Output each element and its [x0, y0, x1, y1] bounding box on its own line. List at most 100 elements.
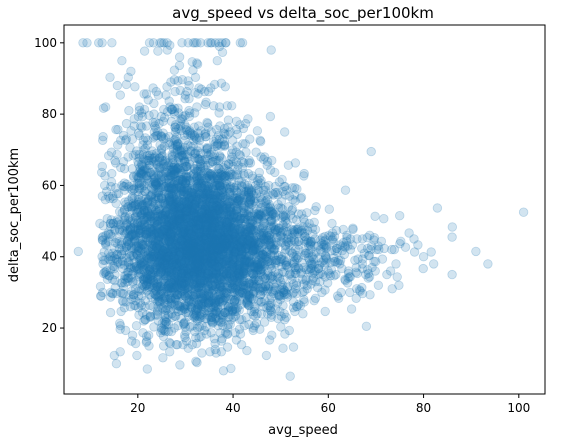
scatter-point: [169, 224, 179, 235]
scatter-point: [379, 213, 389, 224]
scatter-point: [189, 135, 199, 146]
scatter-point: [113, 124, 123, 135]
scatter-point: [163, 196, 174, 206]
scatter-point: [153, 248, 163, 258]
scatter-point: [235, 235, 246, 245]
scatter-point: [163, 284, 173, 294]
scatter-point: [218, 241, 228, 251]
scatter-point: [222, 232, 233, 243]
scatter-point: [187, 205, 198, 216]
scatter-point: [242, 294, 253, 305]
scatter-point: [106, 177, 117, 187]
scatter-point: [239, 263, 250, 274]
scatter-point: [206, 297, 216, 307]
scatter-point: [105, 307, 116, 318]
scatter-point: [140, 208, 151, 218]
scatter-point: [220, 82, 231, 92]
scatter-point: [395, 238, 405, 249]
scatter-point: [138, 145, 149, 155]
scatter-point: [132, 249, 142, 260]
scatter-point: [223, 219, 233, 230]
scatter-point: [236, 237, 247, 248]
scatter-point: [166, 255, 177, 265]
scatter-point: [131, 261, 141, 271]
scatter-point: [177, 114, 188, 124]
scatter-point: [120, 325, 131, 336]
scatter-point: [157, 155, 168, 166]
scatter-point: [195, 216, 206, 226]
scatter-point: [139, 46, 150, 56]
scatter-point: [268, 190, 279, 200]
scatter-point: [418, 263, 428, 274]
scatter-point: [177, 267, 187, 277]
scatter-point: [348, 224, 358, 235]
scatter-point: [200, 129, 210, 140]
scatter-point: [234, 261, 245, 271]
scatter-point: [171, 243, 182, 254]
scatter-point: [233, 196, 243, 206]
scatter-point: [320, 306, 330, 317]
scatter-point: [194, 282, 204, 293]
scatter-point: [280, 216, 291, 226]
scatter-point: [190, 243, 201, 254]
scatter-point: [214, 108, 224, 118]
scatter-point: [201, 249, 211, 260]
scatter-point: [174, 302, 185, 312]
scatter-point: [224, 263, 235, 274]
scatter-point: [291, 280, 302, 291]
scatter-point: [165, 197, 176, 207]
scatter-point: [260, 202, 271, 212]
scatter-point: [210, 180, 220, 191]
scatter-point: [143, 269, 154, 280]
scatter-point: [210, 238, 221, 249]
scatter-point: [217, 179, 227, 189]
scatter-point: [232, 193, 242, 204]
scatter-point: [237, 277, 248, 287]
scatter-point: [195, 223, 205, 233]
scatter-point: [181, 210, 192, 220]
scatter-point: [188, 230, 199, 241]
scatter-point: [212, 242, 223, 252]
scatter-point: [136, 169, 147, 180]
scatter-point: [193, 89, 203, 99]
scatter-point: [163, 185, 173, 195]
scatter-point: [208, 190, 218, 200]
scatter-point: [201, 313, 212, 324]
scatter-point: [228, 232, 238, 243]
scatter-point: [208, 232, 219, 243]
scatter-point: [110, 224, 120, 235]
scatter-point: [129, 121, 139, 131]
scatter-point: [207, 232, 217, 243]
scatter-point: [173, 183, 183, 193]
scatter-point: [147, 241, 158, 251]
scatter-point: [225, 203, 236, 213]
scatter-point: [153, 267, 163, 277]
scatter-point: [196, 231, 207, 242]
scatter-point: [111, 189, 122, 199]
scatter-point: [158, 258, 168, 268]
scatter-point: [161, 90, 171, 100]
scatter-point: [175, 360, 185, 370]
scatter-point: [207, 259, 217, 269]
scatter-point: [186, 227, 196, 237]
scatter-point: [239, 186, 249, 197]
scatter-point: [274, 273, 285, 283]
scatter-point: [266, 298, 276, 308]
scatter-point: [107, 231, 117, 242]
scatter-point: [156, 131, 167, 142]
scatter-point: [277, 174, 287, 185]
scatter-point: [186, 249, 196, 260]
scatter-point: [324, 204, 335, 214]
scatter-point: [429, 259, 439, 269]
scatter-point: [150, 178, 161, 188]
scatter-point: [221, 260, 232, 270]
scatter-point: [248, 229, 258, 239]
scatter-point: [194, 252, 204, 262]
scatter-point: [189, 209, 200, 219]
scatter-point: [149, 252, 159, 262]
scatter-point: [166, 210, 177, 220]
scatter-point: [284, 232, 294, 243]
scatter-point: [242, 345, 252, 356]
scatter-point: [275, 228, 286, 238]
scatter-point: [298, 228, 308, 238]
